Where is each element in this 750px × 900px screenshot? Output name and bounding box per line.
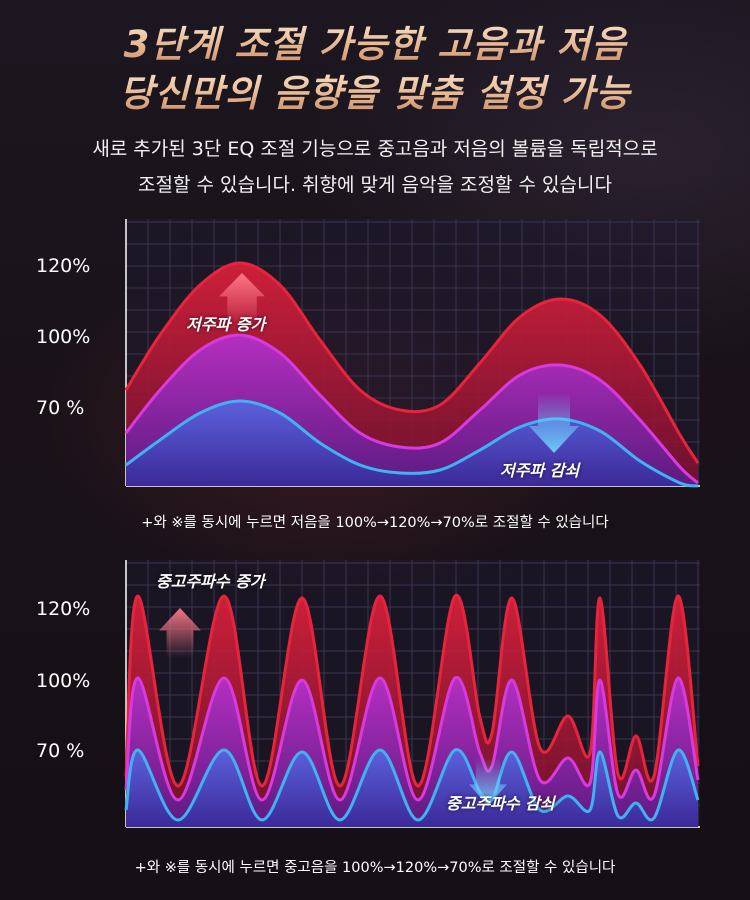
- treble-chart: 120% 100% 70 % 중고주파수 증가 중고주파수 감쇠: [0, 548, 750, 900]
- bass-magenta-series-line: [124, 333, 700, 485]
- bass-chart: 120% 100% 70 % 저주파 증가 저주파 감쇠: [0, 205, 750, 557]
- bass-decrease-label: 저주파 감쇠: [500, 461, 580, 480]
- treble-decrease-label: 중고주파수 감쇠: [446, 794, 555, 813]
- y-tick-label: 120%: [36, 598, 91, 620]
- treble-chart-svg: [124, 560, 700, 828]
- bass-increase-label: 저주파 증가: [186, 315, 266, 334]
- y-tick-label: 70 %: [36, 397, 85, 419]
- bass-chart-svg: [124, 219, 700, 488]
- treble-magenta-series-area: [126, 677, 698, 827]
- treble-eq-panel: 120% 100% 70 % 중고주파수 증가 중고주파수 감쇠 +와 ※를 동…: [0, 548, 750, 900]
- arrow-up-icon: [219, 273, 265, 325]
- treble-red-series-line: [124, 593, 700, 788]
- treble-red-series-area: [126, 595, 698, 827]
- bass-eq-panel: 120% 100% 70 % 저주파 증가 저주파 감쇠 +와 ※를 동시에 누…: [0, 205, 750, 550]
- treble-blue-series-area: [126, 749, 698, 827]
- y-tick-label: 100%: [36, 670, 91, 692]
- bass-red-series-line: [124, 261, 700, 464]
- page-title-line2: 당신만의 음향을 맞춤 설정 가능: [0, 71, 750, 117]
- y-tick-label: 100%: [36, 326, 91, 348]
- bass-blue-series-line: [125, 399, 699, 488]
- treble-increase-label: 중고주파수 증가: [156, 572, 265, 591]
- treble-instruction-note: +와 ※를 동시에 누르면 중고음을 100%→120%→70%로 조절할 수 …: [134, 860, 616, 876]
- arrow-up-icon: [159, 608, 201, 658]
- y-tick-label: 70 %: [36, 740, 85, 762]
- treble-magenta-series-line: [124, 676, 700, 802]
- page-title-line1: 3단계 조절 가능한 고음과 저음: [0, 22, 750, 68]
- subtitle-line1: 새로 추가된 3단 EQ 조절 기능으로 중고음과 저음의 볼륨을 독립적으로: [92, 138, 658, 160]
- bass-instruction-note: +와 ※를 동시에 누르면 저음을 100%→120%→70%로 조절할 수 있…: [141, 515, 609, 531]
- arrow-down-icon: [529, 393, 579, 453]
- subtitle-line2: 조절할 수 있습니다. 취향에 맞게 음악을 조정할 수 있습니다: [138, 174, 612, 196]
- arrow-down-icon: [469, 758, 507, 806]
- y-tick-label: 120%: [36, 255, 91, 277]
